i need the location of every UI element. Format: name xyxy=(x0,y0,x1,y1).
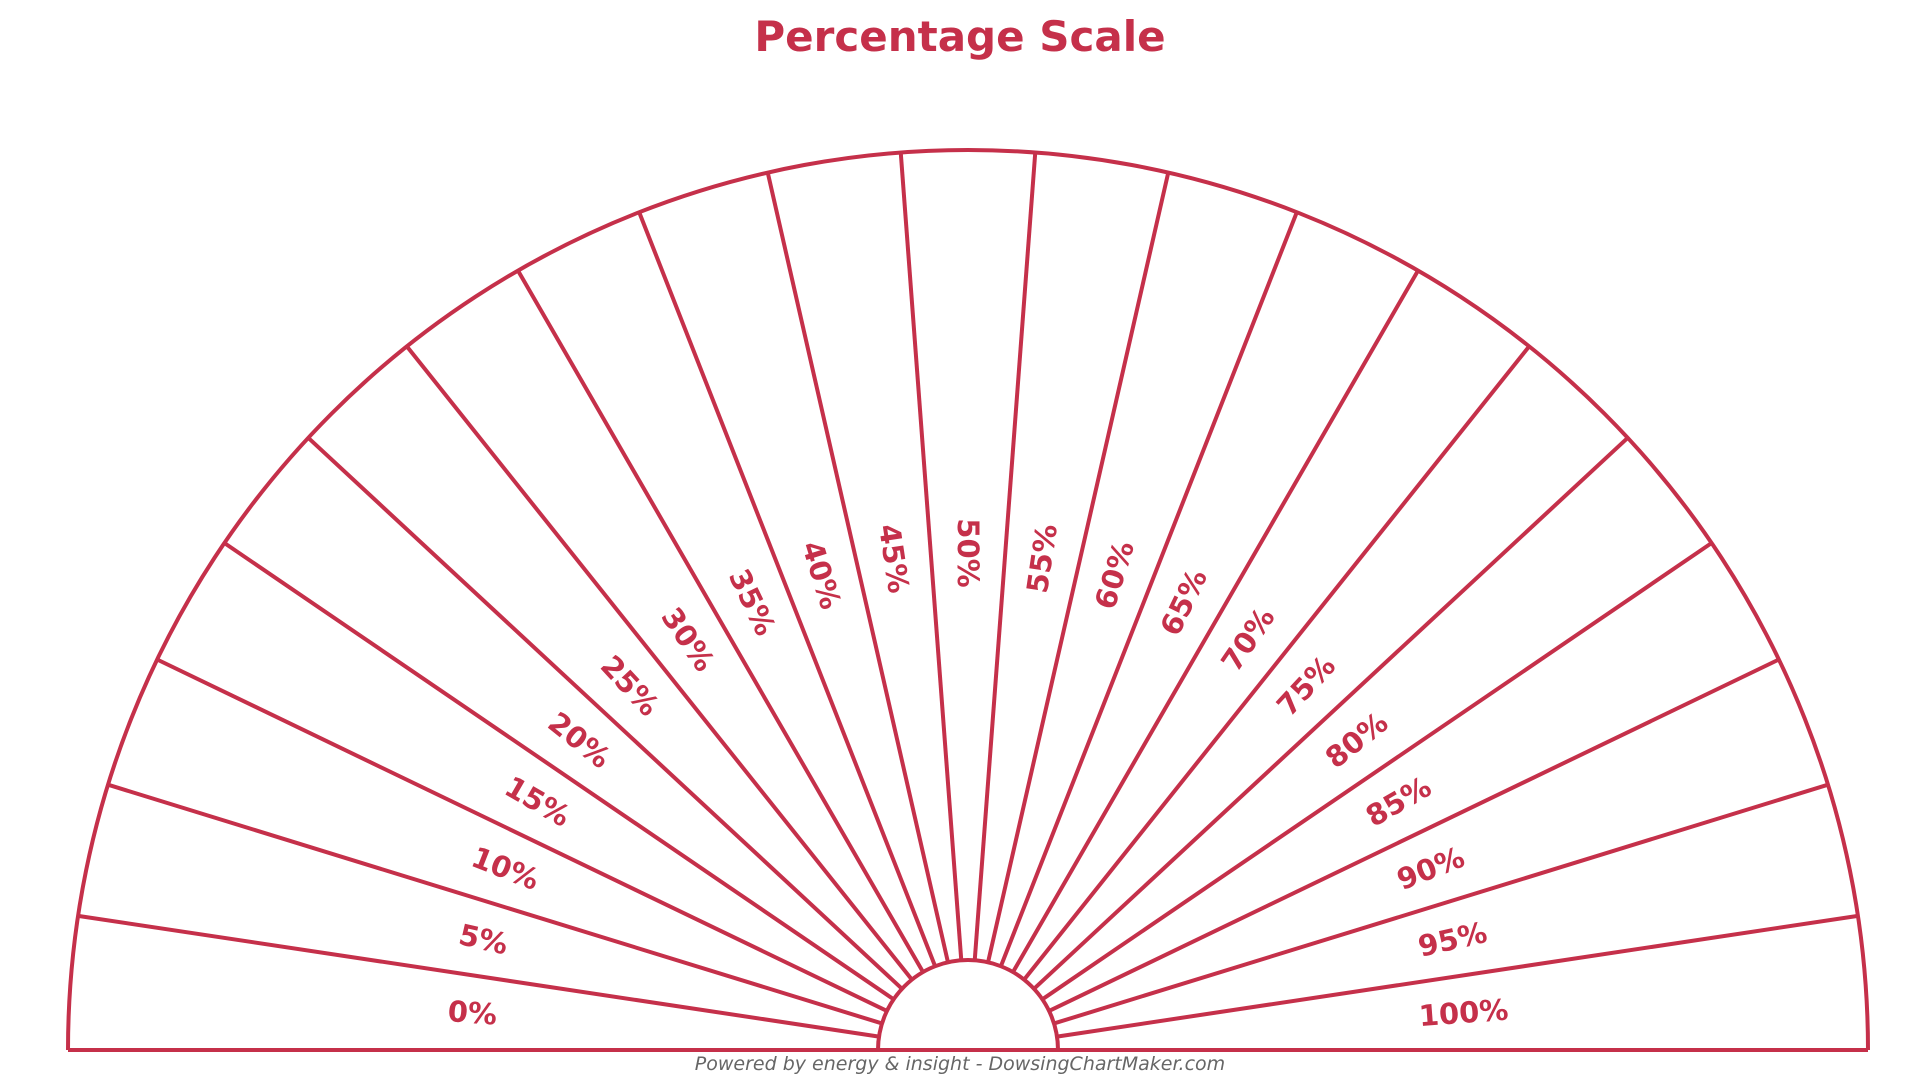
segment-divider xyxy=(156,657,888,1013)
chart-title: Percentage Scale xyxy=(754,12,1166,61)
segment-dividers xyxy=(77,152,1859,1039)
segment-label: 15% xyxy=(499,769,576,833)
segment-divider xyxy=(1032,436,1630,991)
segment-label: 30% xyxy=(654,601,721,678)
outer-arc xyxy=(66,148,1870,1051)
segment-label: 90% xyxy=(1392,840,1469,897)
segment-label: 85% xyxy=(1360,769,1437,833)
segment-divider xyxy=(1022,345,1531,981)
segment-divider xyxy=(999,211,1299,967)
segment-divider xyxy=(1041,541,1713,1001)
segment-divider xyxy=(637,211,937,967)
segment-label: 50% xyxy=(951,518,985,587)
segment-label: 55% xyxy=(1020,522,1064,596)
segment-divider xyxy=(223,541,895,1001)
segment-label: 40% xyxy=(795,537,848,613)
footer-credit: Powered by energy & insight - DowsingCha… xyxy=(694,1053,1226,1075)
segment-divider xyxy=(1048,657,1780,1013)
segment-label: 0% xyxy=(447,994,499,1032)
segment-divider xyxy=(1056,913,1859,1039)
segment-label: 35% xyxy=(722,564,783,641)
segment-label: 10% xyxy=(467,840,544,897)
segment-label: 60% xyxy=(1088,537,1141,613)
segment-divider xyxy=(306,436,904,991)
segment-divider xyxy=(898,152,964,961)
segment-divider xyxy=(1011,269,1420,974)
segment-divider xyxy=(765,172,950,963)
segment-divider xyxy=(972,152,1038,961)
segment-label: 5% xyxy=(456,917,512,961)
segment-label: 70% xyxy=(1214,601,1281,678)
segment-divider xyxy=(516,269,925,974)
segment-divider xyxy=(1053,782,1829,1026)
segment-divider xyxy=(986,172,1171,963)
segment-label: 65% xyxy=(1153,564,1214,641)
inner-arc xyxy=(875,958,1061,1052)
segment-label: 45% xyxy=(872,522,916,596)
segment-divider xyxy=(405,345,914,981)
segment-divider xyxy=(77,913,880,1039)
segment-divider xyxy=(107,782,883,1026)
segment-label: 95% xyxy=(1415,915,1490,964)
segment-label: 100% xyxy=(1418,993,1510,1034)
